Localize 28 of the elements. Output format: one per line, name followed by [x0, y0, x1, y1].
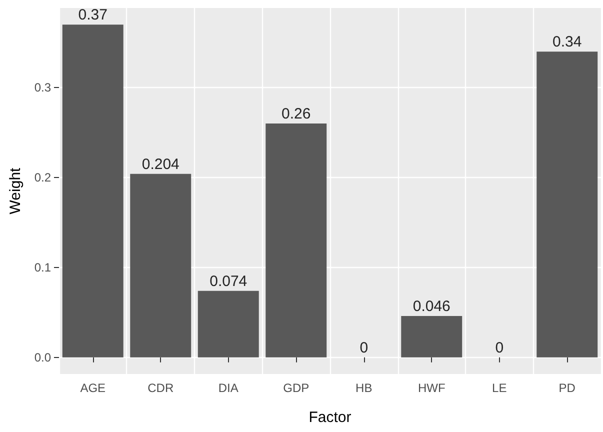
- data-label: 0.26: [282, 106, 311, 123]
- y-tick-label: 0.1: [34, 260, 52, 274]
- x-tick-label: CDR: [148, 381, 174, 395]
- data-label: 0: [360, 339, 368, 356]
- data-label: 0.046: [412, 298, 450, 315]
- bar: [62, 24, 124, 358]
- data-label: 0.37: [78, 6, 108, 24]
- bar: [536, 52, 598, 358]
- x-tick-label: HB: [356, 381, 372, 395]
- y-tick-label: 0.0: [34, 350, 52, 364]
- x-tick-label: GDP: [283, 381, 310, 395]
- y-axis-title: Weight: [7, 166, 24, 214]
- y-tick-label: 0.3: [34, 80, 52, 95]
- x-tick-label: LE: [492, 381, 507, 395]
- bar: [130, 174, 192, 358]
- y-tick-label: 0.2: [34, 170, 52, 185]
- x-tick-label: AGE: [80, 381, 106, 395]
- x-tick-label: PD: [558, 381, 576, 395]
- data-label: 0.074: [210, 272, 248, 290]
- x-tick-label: HWF: [418, 381, 446, 395]
- data-label: 0: [495, 339, 504, 356]
- x-axis-title: Factor: [308, 409, 352, 426]
- data-label: 0.204: [142, 156, 180, 173]
- x-tick-label: DIA: [218, 381, 238, 395]
- bar: [198, 290, 259, 358]
- bar: [266, 124, 327, 358]
- bar: [401, 316, 462, 358]
- data-label: 0.34: [552, 34, 582, 51]
